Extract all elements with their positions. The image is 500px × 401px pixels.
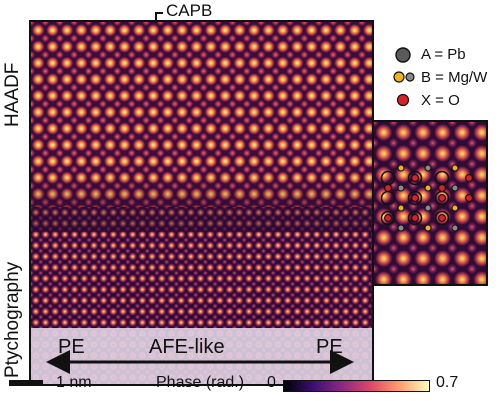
afe-like-label: AFE-like (149, 336, 225, 358)
legend-x: X = O (421, 92, 460, 109)
legend-a: A = Pb (421, 46, 466, 63)
o-site (438, 184, 446, 192)
b-site (451, 164, 459, 172)
pb-marker (395, 47, 411, 63)
o-site (384, 184, 392, 192)
o-site (384, 214, 392, 222)
inset-image (372, 120, 488, 286)
b-site (451, 184, 459, 192)
b-site (451, 224, 459, 232)
b-site (424, 184, 432, 192)
capb-label: CAPB (166, 1, 213, 20)
o-site (438, 194, 446, 202)
o-site (465, 174, 473, 182)
atom-overlay (380, 164, 473, 232)
o-site (465, 194, 473, 202)
pb-site (380, 190, 396, 206)
b-site (397, 204, 405, 212)
w-marker (405, 72, 415, 82)
pb-site (380, 210, 396, 226)
legend-b: B = Mg/W (421, 69, 488, 86)
capb-marker (155, 12, 163, 23)
b-site (451, 204, 459, 212)
b-site (397, 164, 405, 172)
mg-marker (393, 71, 405, 83)
scale-bar-label: 1 nm (56, 374, 92, 391)
o-site (438, 214, 446, 222)
scale-bar (9, 380, 43, 386)
transition-region (31, 172, 372, 232)
colorbar (283, 380, 430, 392)
b-site (424, 164, 432, 172)
o-site (411, 174, 419, 182)
colorbar-max: 0.7 (436, 374, 459, 391)
b-site (424, 224, 432, 232)
pb-site (407, 210, 423, 226)
pb-site (407, 190, 423, 206)
pb-site (407, 170, 423, 186)
legend-markers (393, 47, 415, 107)
b-site (397, 184, 405, 192)
o-site (411, 214, 419, 222)
b-site (397, 224, 405, 232)
pe-left-label: PE (58, 336, 85, 358)
b-site (424, 204, 432, 212)
pe-right-label: PE (316, 336, 343, 358)
o-marker (396, 93, 410, 107)
colorbar-min: 0 (267, 374, 276, 391)
o-site (411, 194, 419, 202)
pb-site (434, 210, 450, 226)
colorbar-title: Phase (rad.) (156, 374, 245, 391)
pb-site (434, 170, 450, 186)
pb-site (380, 170, 396, 186)
